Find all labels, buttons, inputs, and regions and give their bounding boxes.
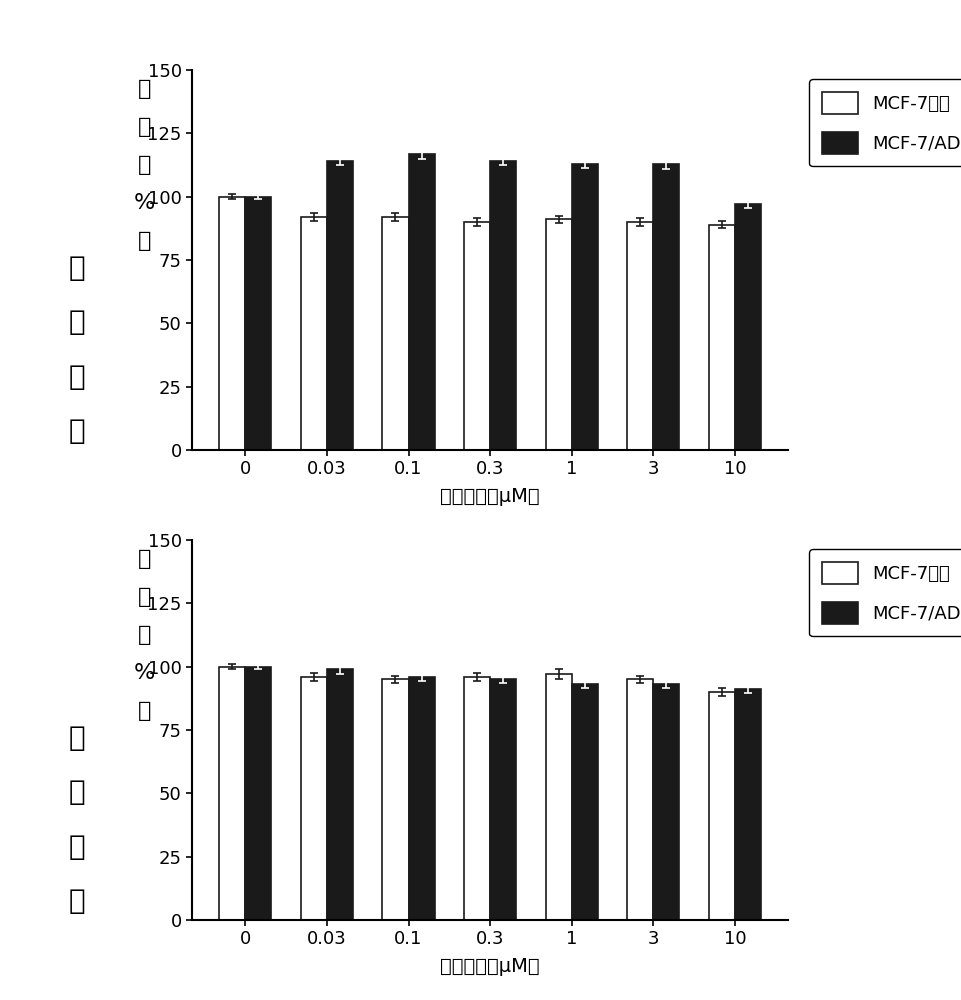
Bar (245, 197, 272, 450)
Text: （: （ (137, 79, 151, 99)
Bar (546, 219, 572, 450)
Bar (572, 684, 598, 920)
Text: 对: 对 (137, 587, 151, 607)
Bar (382, 679, 408, 920)
Legend: MCF-7细胞, MCF-7/ADR细胞: MCF-7细胞, MCF-7/ADR细胞 (809, 549, 961, 636)
Text: 细: 细 (68, 254, 86, 282)
Text: 活: 活 (68, 833, 86, 861)
Bar (408, 677, 434, 920)
Bar (490, 679, 516, 920)
Bar (301, 677, 327, 920)
Bar (408, 154, 434, 450)
Text: %: % (134, 663, 155, 683)
Bar (653, 684, 679, 920)
Text: 力: 力 (68, 887, 86, 915)
Bar (464, 222, 490, 450)
Bar (572, 164, 598, 450)
Text: 活: 活 (68, 363, 86, 391)
Text: %: % (134, 193, 155, 213)
Bar (327, 161, 353, 450)
Bar (327, 669, 353, 920)
Text: 胞: 胞 (68, 308, 86, 336)
Bar (301, 217, 327, 450)
Text: ）: ） (137, 231, 151, 251)
X-axis label: 药物浓度（μM）: 药物浓度（μM） (440, 487, 540, 506)
Bar (708, 225, 735, 450)
Legend: MCF-7细胞, MCF-7/ADR细胞: MCF-7细胞, MCF-7/ADR细胞 (809, 79, 961, 166)
Bar (546, 674, 572, 920)
Text: 照: 照 (137, 625, 151, 645)
Text: 力: 力 (68, 417, 86, 445)
Text: 照: 照 (137, 155, 151, 175)
Bar (628, 222, 653, 450)
Text: 对: 对 (137, 117, 151, 137)
Bar (708, 692, 735, 920)
Text: 胞: 胞 (68, 778, 86, 806)
Text: ）: ） (137, 701, 151, 721)
Text: （: （ (137, 549, 151, 569)
Bar (490, 161, 516, 450)
Bar (735, 689, 761, 920)
Bar (382, 217, 408, 450)
Bar (735, 204, 761, 450)
X-axis label: 药物浓度（μM）: 药物浓度（μM） (440, 957, 540, 976)
Bar (245, 667, 272, 920)
Bar (653, 164, 679, 450)
Bar (219, 197, 245, 450)
Bar (628, 679, 653, 920)
Bar (219, 667, 245, 920)
Bar (464, 677, 490, 920)
Text: 细: 细 (68, 724, 86, 752)
